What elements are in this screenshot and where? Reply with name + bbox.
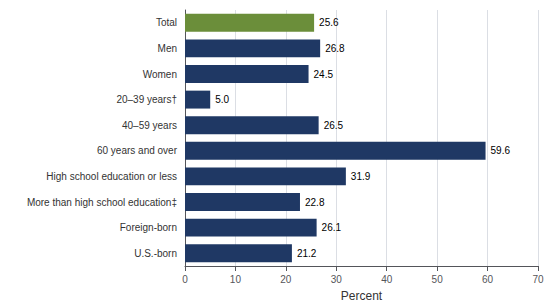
svg-text:Total: Total bbox=[156, 17, 177, 28]
svg-text:Men: Men bbox=[158, 43, 177, 54]
svg-text:Women: Women bbox=[143, 69, 177, 80]
svg-text:10: 10 bbox=[230, 274, 242, 285]
svg-text:0: 0 bbox=[182, 274, 188, 285]
svg-text:50: 50 bbox=[432, 274, 444, 285]
svg-text:60: 60 bbox=[482, 274, 494, 285]
svg-text:25.6: 25.6 bbox=[319, 17, 339, 28]
svg-text:26.8: 26.8 bbox=[325, 43, 345, 54]
svg-text:30: 30 bbox=[331, 274, 343, 285]
svg-text:22.8: 22.8 bbox=[305, 197, 325, 208]
svg-text:31.9: 31.9 bbox=[351, 171, 371, 182]
svg-text:60 years and over: 60 years and over bbox=[97, 145, 178, 156]
svg-text:26.5: 26.5 bbox=[324, 120, 344, 131]
svg-text:Percent: Percent bbox=[341, 289, 383, 303]
svg-text:U.S.-born: U.S.-born bbox=[134, 248, 177, 259]
svg-text:70: 70 bbox=[532, 274, 544, 285]
svg-text:High school education or less: High school education or less bbox=[46, 171, 177, 182]
svg-text:24.5: 24.5 bbox=[314, 69, 334, 80]
svg-text:21.2: 21.2 bbox=[297, 248, 317, 259]
svg-text:Foreign-born: Foreign-born bbox=[120, 222, 177, 233]
svg-text:26.1: 26.1 bbox=[322, 222, 342, 233]
svg-text:5.0: 5.0 bbox=[215, 94, 229, 105]
svg-text:40–59 years: 40–59 years bbox=[122, 120, 177, 131]
svg-text:More than high school educatio: More than high school education‡ bbox=[27, 197, 177, 208]
svg-text:20: 20 bbox=[280, 274, 292, 285]
svg-text:59.6: 59.6 bbox=[491, 145, 511, 156]
svg-text:40: 40 bbox=[381, 274, 393, 285]
svg-text:20–39 years†: 20–39 years† bbox=[116, 94, 177, 105]
